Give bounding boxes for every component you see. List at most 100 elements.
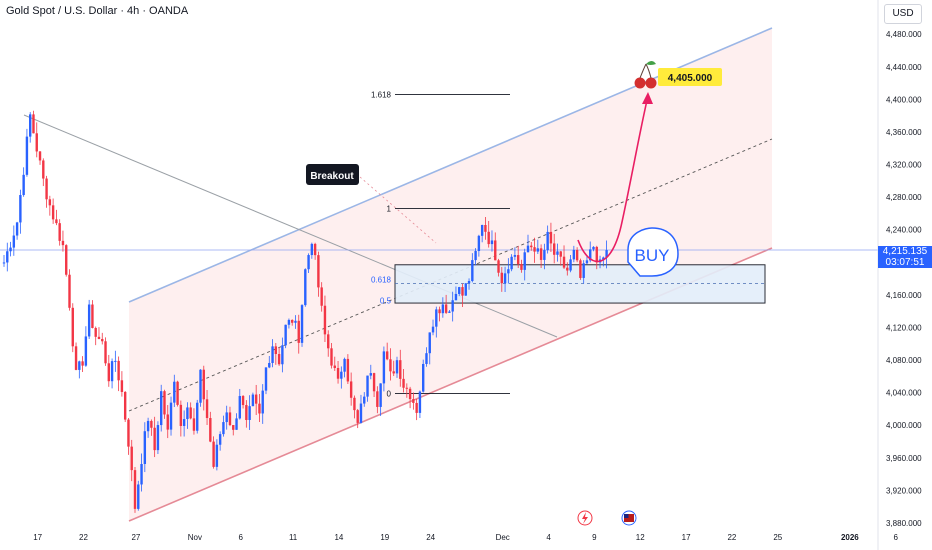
candle-body[interactable] xyxy=(2,262,6,264)
candle-body[interactable] xyxy=(97,336,101,339)
candle-body[interactable] xyxy=(123,391,127,420)
candle-body[interactable] xyxy=(258,403,261,414)
candle-body[interactable] xyxy=(277,354,281,365)
candle-body[interactable] xyxy=(94,327,97,337)
candle-body[interactable] xyxy=(497,260,500,273)
candle-body[interactable] xyxy=(182,419,186,426)
candle-body[interactable] xyxy=(48,199,52,206)
candle-body[interactable] xyxy=(418,391,422,413)
candle-body[interactable] xyxy=(408,388,412,400)
candle-body[interactable] xyxy=(435,309,438,327)
candle-body[interactable] xyxy=(349,381,353,398)
candle-body[interactable] xyxy=(467,280,471,284)
candle-body[interactable] xyxy=(340,371,343,379)
breakout-badge[interactable] xyxy=(306,164,359,185)
candle-body[interactable] xyxy=(15,222,19,236)
candle-body[interactable] xyxy=(104,341,107,364)
candle-body[interactable] xyxy=(372,373,376,392)
candle-body[interactable] xyxy=(61,240,65,246)
candle-body[interactable] xyxy=(484,225,487,232)
candle-body[interactable] xyxy=(494,240,497,261)
candle-body[interactable] xyxy=(12,235,16,248)
candle-body[interactable] xyxy=(438,309,441,314)
candle-body[interactable] xyxy=(500,272,503,284)
candle-body[interactable] xyxy=(78,361,81,370)
candle-body[interactable] xyxy=(428,332,431,354)
candle-body[interactable] xyxy=(137,484,140,509)
candle-body[interactable] xyxy=(382,351,386,384)
candle-body[interactable] xyxy=(385,351,389,360)
candle-body[interactable] xyxy=(192,418,196,431)
candle-body[interactable] xyxy=(38,151,42,161)
candle-body[interactable] xyxy=(307,255,310,270)
candle-body[interactable] xyxy=(101,338,104,342)
candle-body[interactable] xyxy=(320,287,323,306)
candle-body[interactable] xyxy=(65,245,68,275)
candle-body[interactable] xyxy=(471,260,474,281)
candle-body[interactable] xyxy=(520,264,523,270)
candle-body[interactable] xyxy=(45,178,48,200)
candle-body[interactable] xyxy=(166,414,169,430)
candle-body[interactable] xyxy=(516,255,520,265)
candle-body[interactable] xyxy=(235,418,238,430)
candle-body[interactable] xyxy=(35,133,38,152)
candle-body[interactable] xyxy=(585,260,589,264)
candle-body[interactable] xyxy=(399,360,402,379)
candle-body[interactable] xyxy=(196,402,199,431)
candle-body[interactable] xyxy=(477,235,481,252)
candle-body[interactable] xyxy=(153,427,156,451)
candle-body[interactable] xyxy=(84,336,88,366)
candle-body[interactable] xyxy=(114,360,117,362)
candle-body[interactable] xyxy=(402,378,405,388)
candle-body[interactable] xyxy=(120,380,124,392)
candle-body[interactable] xyxy=(582,263,585,278)
candle-body[interactable] xyxy=(323,305,327,335)
candle-body[interactable] xyxy=(327,334,330,349)
candle-body[interactable] xyxy=(143,431,147,464)
candle-body[interactable] xyxy=(464,283,467,296)
candle-body[interactable] xyxy=(605,250,608,258)
candle-body[interactable] xyxy=(58,223,61,241)
candle-body[interactable] xyxy=(530,245,533,248)
candle-body[interactable] xyxy=(186,407,189,420)
candle-body[interactable] xyxy=(546,231,549,251)
candle-body[interactable] xyxy=(543,250,546,260)
candle-body[interactable] xyxy=(248,406,251,420)
candle-body[interactable] xyxy=(310,243,314,256)
candle-body[interactable] xyxy=(533,247,536,252)
candle-body[interactable] xyxy=(366,375,369,397)
candle-body[interactable] xyxy=(107,363,110,382)
currency-selector[interactable]: USD xyxy=(884,4,922,24)
candle-body[interactable] xyxy=(169,402,173,430)
candle-body[interactable] xyxy=(284,324,287,346)
candle-body[interactable] xyxy=(359,403,363,423)
candle-body[interactable] xyxy=(507,269,510,274)
candle-body[interactable] xyxy=(431,326,435,333)
candle-body[interactable] xyxy=(294,320,297,323)
candle-body[interactable] xyxy=(415,402,418,413)
candle-body[interactable] xyxy=(19,195,22,223)
candle-body[interactable] xyxy=(133,470,137,509)
candle-body[interactable] xyxy=(458,287,461,294)
candle-body[interactable] xyxy=(513,255,517,257)
candle-body[interactable] xyxy=(71,307,74,347)
candle-body[interactable] xyxy=(51,205,55,220)
candle-body[interactable] xyxy=(425,353,428,364)
candle-body[interactable] xyxy=(454,293,458,301)
candle-body[interactable] xyxy=(173,381,176,403)
candle-body[interactable] xyxy=(202,369,205,400)
candle-body[interactable] xyxy=(343,358,346,372)
candle-body[interactable] xyxy=(395,360,399,374)
candle-body[interactable] xyxy=(539,248,543,260)
candle-body[interactable] xyxy=(448,311,451,313)
candle-body[interactable] xyxy=(487,231,490,245)
candle-body[interactable] xyxy=(572,249,576,260)
candle-body[interactable] xyxy=(526,245,530,253)
candle-body[interactable] xyxy=(510,256,513,270)
candle-body[interactable] xyxy=(313,243,317,256)
candle-body[interactable] xyxy=(238,396,241,419)
candle-body[interactable] xyxy=(317,255,320,288)
candle-body[interactable] xyxy=(566,267,569,271)
candle-body[interactable] xyxy=(523,252,526,270)
candle-body[interactable] xyxy=(589,249,592,261)
